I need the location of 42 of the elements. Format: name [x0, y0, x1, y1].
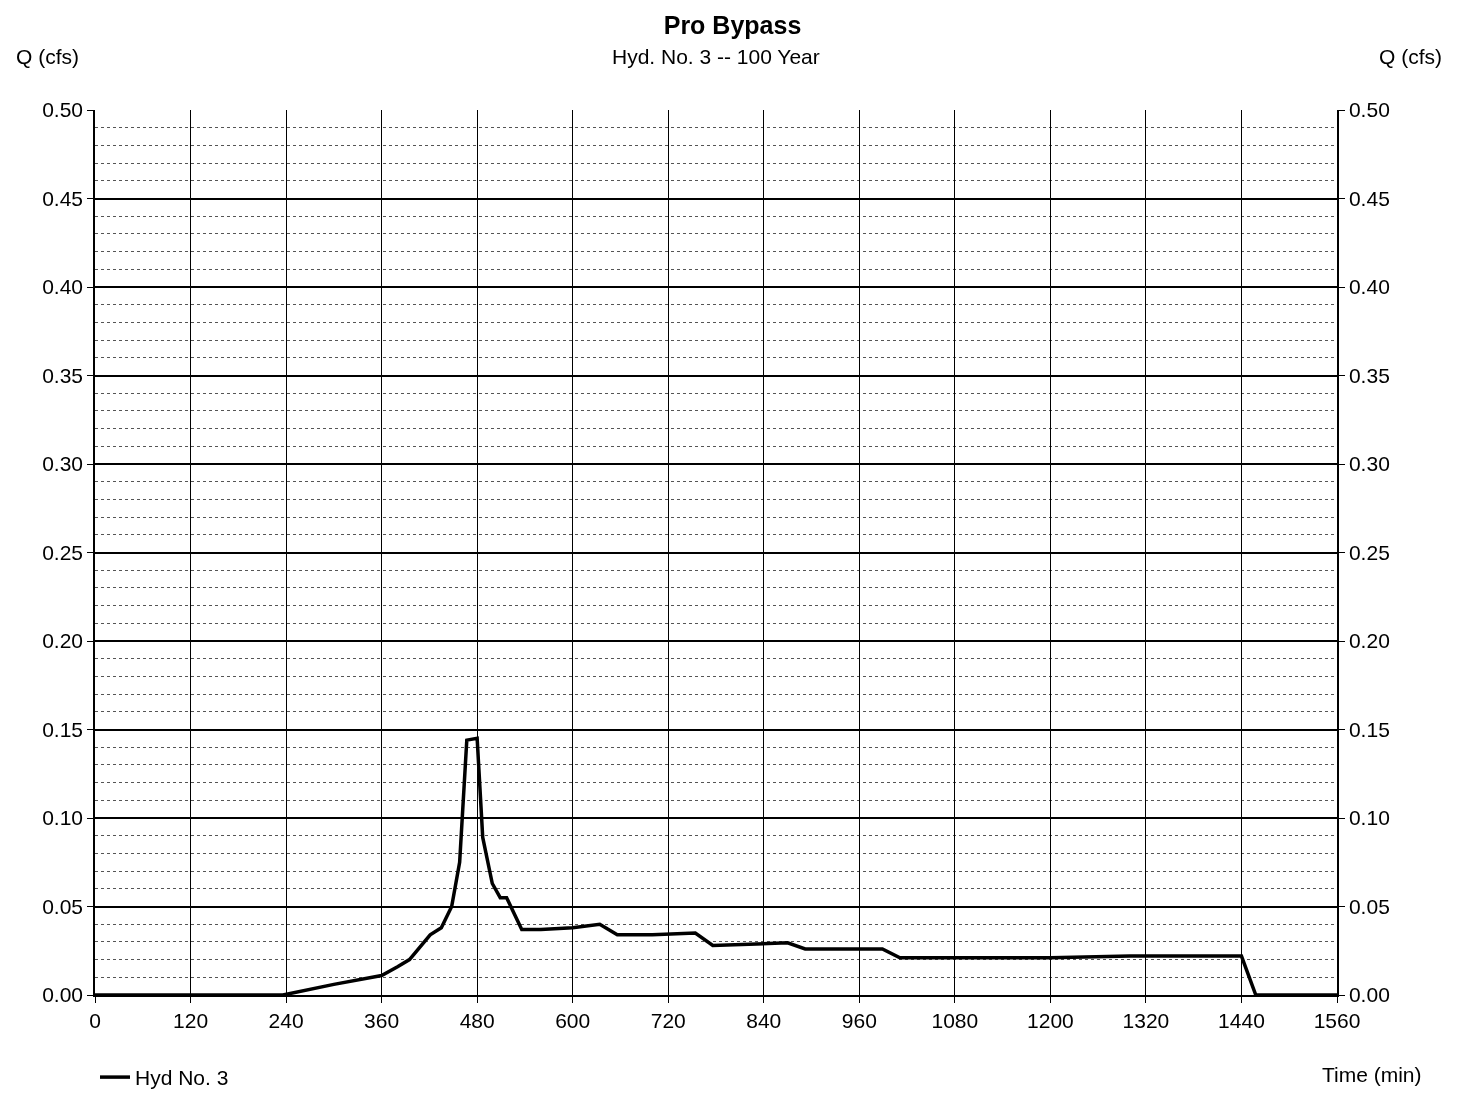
y-tick-label: 0.40 [42, 275, 84, 299]
y2-tick-label: 0.50 [1348, 98, 1390, 122]
y2-tick-label: 0.35 [1348, 363, 1390, 387]
chart-title: Pro Bypass [663, 11, 802, 40]
y2-tick-label: 0.00 [1348, 983, 1390, 1007]
x-tick-label: 480 [459, 1008, 495, 1032]
x-tick-label: 1200 [1027, 1008, 1074, 1032]
x-tick-label: 1320 [1122, 1008, 1170, 1032]
legend-label: Hyd No. 3 [135, 1066, 229, 1090]
y-tick-label: 0.10 [42, 806, 84, 830]
y2-tick-label: 0.40 [1348, 275, 1390, 299]
y2-axis-title: Q (cfs) [1379, 45, 1442, 68]
y-tick-label: 0.30 [42, 452, 84, 476]
x-tick-label: 1560 [1313, 1008, 1361, 1032]
y-tick-label: 0.50 [42, 98, 84, 122]
x-axis-title: Time (min) [1322, 1063, 1422, 1086]
y2-tick-label: 0.20 [1348, 629, 1390, 653]
x-tick-label: 0 [89, 1008, 101, 1032]
y2-tick-label: 0.05 [1348, 894, 1390, 918]
y-tick-label: 0.15 [42, 717, 84, 741]
y-axis-title: Q (cfs) [16, 45, 79, 68]
y-tick-label: 0.05 [42, 894, 84, 918]
x-tick-label: 120 [173, 1008, 209, 1032]
x-tick-label: 600 [555, 1008, 591, 1032]
y-tick-label: 0.25 [42, 540, 84, 564]
y2-tick-label: 0.45 [1348, 186, 1390, 210]
x-tick-label: 720 [650, 1008, 686, 1032]
y-tick-label: 0.45 [42, 186, 84, 210]
y2-tick-label: 0.30 [1348, 452, 1390, 476]
y-tick-label: 0.20 [42, 629, 84, 653]
y-tick-label: 0.35 [42, 363, 84, 387]
x-tick-label: 960 [841, 1008, 877, 1032]
chart-subtitle: Hyd. No. 3 -- 100 Year [612, 45, 820, 68]
y-tick-label: 0.00 [42, 983, 84, 1007]
x-tick-label: 240 [268, 1008, 304, 1032]
x-tick-label: 840 [746, 1008, 782, 1032]
y2-tick-label: 0.15 [1348, 717, 1390, 741]
y2-tick-label: 0.25 [1348, 540, 1390, 564]
x-tick-label: 1440 [1218, 1008, 1265, 1032]
x-tick-label: 1080 [931, 1008, 979, 1032]
x-tick-label: 360 [364, 1008, 400, 1032]
y2-tick-label: 0.10 [1348, 806, 1390, 830]
